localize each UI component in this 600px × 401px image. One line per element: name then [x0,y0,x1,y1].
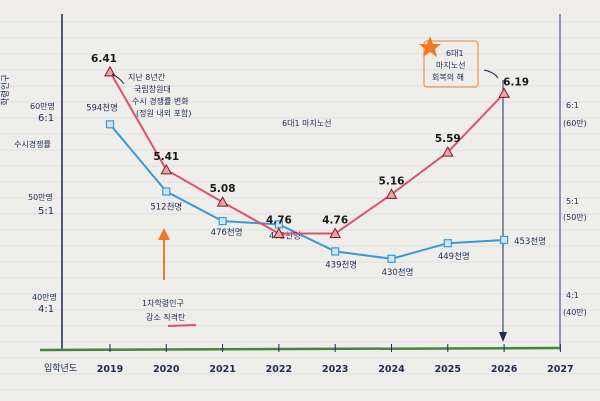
left-label-50-top: 50만명 [28,192,53,202]
competition-label: 5.16 [379,175,405,187]
competition-label: 5.41 [153,151,179,163]
population-line [109,123,505,260]
right-label-5-top: 5:1 [566,197,579,206]
competition-point [273,227,285,239]
population-label: 512천명 [150,202,182,213]
marker-2026-arrowhead [499,332,507,342]
orange-arrow-head [158,228,170,240]
population-point [162,187,171,196]
x-tick-label: 2023 [322,364,348,375]
top-note-line-2: 국립창원대 [134,85,171,94]
x-tick-label: 2026 [491,364,518,375]
left-label-40-top: 40만명 [32,292,57,302]
left-label-40-bottom: 4:1 [38,304,54,315]
paper-lines [0,21,600,391]
top-note-line-3: 수시 경쟁률 변화 [132,96,189,106]
baseline [39,346,561,352]
x-tick-label: 2021 [209,364,235,375]
x-tick-label: 2022 [266,364,292,375]
population-point [500,235,509,245]
population-point [331,247,340,256]
top-note-pointer [111,73,125,85]
competition-label: 5.59 [435,133,461,145]
right-label-6-bottom: (60만) [563,119,587,128]
right-label-4-bottom: (40만) [563,308,587,317]
competition-line [109,71,505,235]
x-tick-label: 2019 [97,364,123,375]
population-label: 453천명 [514,236,546,247]
competition-point [216,196,229,207]
top-note-line-4: (정원 내외 포함) [136,108,192,118]
right-label-4-top: 4:1 [566,291,579,300]
star-note-line-2: 마지노선 [436,61,465,70]
population-label: 449천명 [438,251,470,262]
population-label: 439천명 [325,259,357,270]
left-label-60-bottom: 6:1 [38,113,54,124]
bottom-note: 1차학령인구 감소 직격탄 [142,228,197,327]
bottom-note-line-1: 1차학령인구 [142,298,184,308]
x-ticks: 2019 2020 2021 2022 2023 2024 2025 2026 2027 [97,344,574,375]
x-tick-label: 2024 [378,364,405,375]
population-label: 430천명 [382,267,414,278]
right-label-6-top: 6:1 [566,101,579,110]
competition-point [498,87,510,98]
right-label-5-bottom: (50만) [563,213,587,222]
x-axis-label: 입학년도 [44,362,77,374]
competition-point [329,227,342,239]
top-note: 지난 8년간 국립창원대 수시 경쟁률 변화 (정원 내외 포함) [111,72,192,118]
star-note-box [423,40,479,88]
competition-label: 4.76 [322,215,348,227]
competition-label: 6.19 [503,76,529,88]
competition-point [441,146,454,157]
top-note-line-1: 지난 8년간 [128,72,166,82]
left-axis-subtitle: 수시경쟁률 [14,139,51,149]
left-label-60-top: 60만명 [30,101,55,111]
competition-label: 6.41 [91,53,117,65]
left-axis-title: 학령인구 [0,74,11,105]
x-tick-label: 2025 [435,364,461,375]
competition-point [160,163,173,175]
population-point [218,216,227,226]
mid-note: 6대1 마지노선 [282,119,332,128]
population-label: 594천명 [86,102,118,113]
star-note-line-3: 회복의 해 [432,72,464,82]
series-layer: 594천명 512천명 476천명 472천명 439천명 430천명 449천명 453천명… [86,53,546,278]
star-note: 6대1 마지노선 회복의 해 [419,36,499,88]
population-label: 476천명 [211,227,243,238]
competition-point [104,65,116,77]
bottom-note-underline [167,324,197,327]
x-tick-label: 2027 [547,364,573,375]
star-note-line-1: 6대1 [446,49,464,58]
competition-label: 5.08 [210,183,236,195]
population-point [443,239,452,248]
population-point [105,120,115,129]
competition-label: 4.76 [266,215,292,227]
star-icon [419,36,441,57]
x-tick-label: 2020 [153,364,180,375]
star-note-pointer [483,69,499,79]
population-point [387,254,396,263]
bottom-note-line-2: 감소 직격탄 [146,312,186,322]
population-label: 472천명 [269,230,301,241]
left-label-50-bottom: 5:1 [38,206,54,217]
competition-point [385,188,398,199]
